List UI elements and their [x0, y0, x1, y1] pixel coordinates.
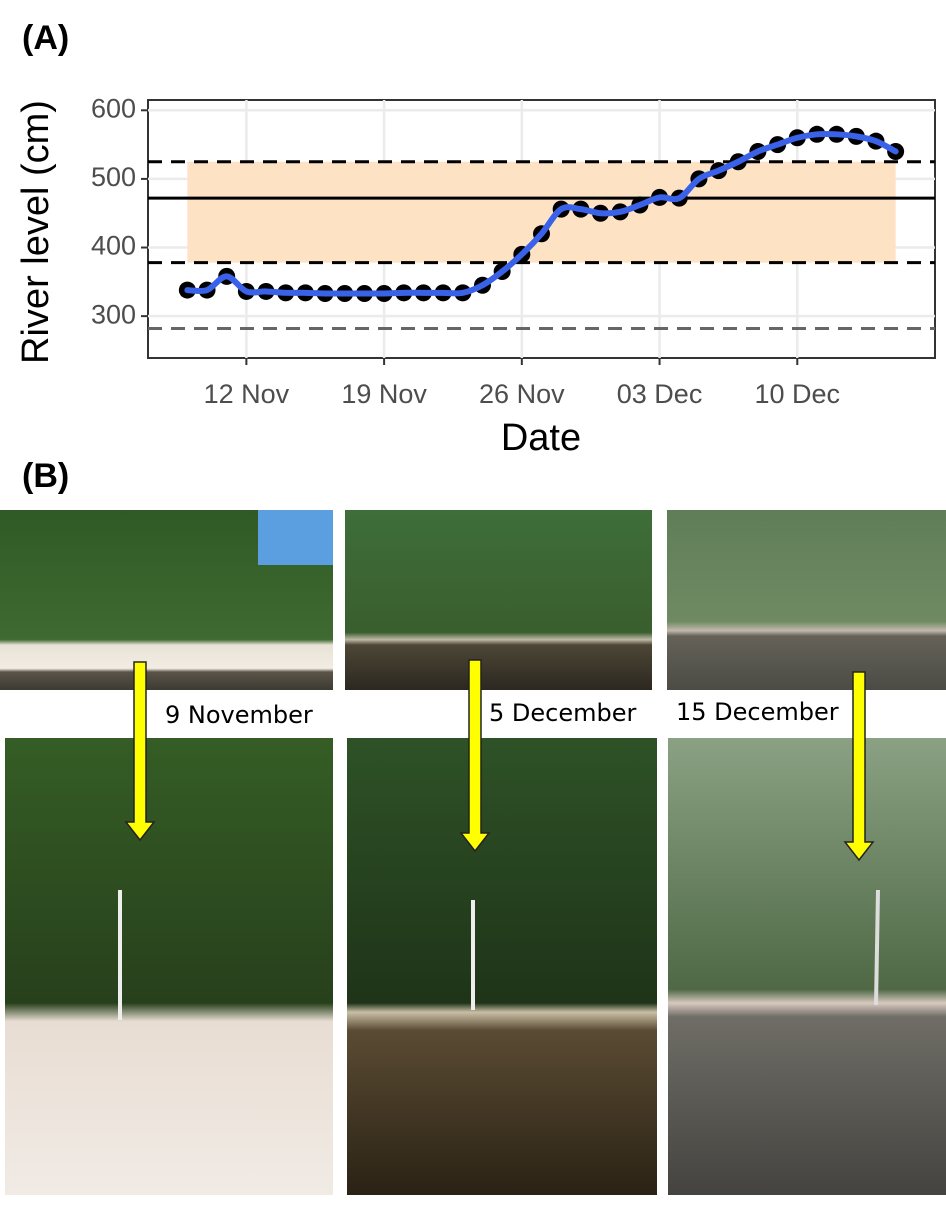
gauge-pole — [876, 890, 878, 1005]
sky — [258, 510, 333, 565]
photo-label: 15 December — [676, 698, 839, 726]
figure: (A) (B) River level (cm) Date 9 November… — [0, 0, 946, 1201]
photo — [347, 738, 657, 1195]
x-tick-label: 19 Nov — [341, 379, 427, 409]
photo — [345, 510, 652, 690]
y-tick-label: 300 — [91, 299, 136, 329]
range-band — [187, 162, 895, 263]
x-tick-label: 10 Dec — [754, 379, 840, 409]
photo-label: 5 December — [489, 699, 636, 727]
y-tick-label: 500 — [91, 162, 136, 192]
photo — [668, 738, 946, 1195]
x-axis-title: Date — [501, 417, 581, 459]
photo — [5, 738, 333, 1195]
y-tick-label: 600 — [91, 93, 136, 123]
y-axis-title: River level (cm) — [15, 100, 57, 364]
panel-label: (A) — [22, 19, 69, 57]
x-tick-label: 03 Dec — [617, 379, 703, 409]
page: (A) (B) River level (cm) Date 9 November… — [0, 0, 946, 1201]
photo-label: 9 November — [165, 701, 313, 729]
photo — [667, 510, 946, 690]
y-tick-label: 400 — [91, 231, 136, 261]
panel-label: (B) — [22, 457, 69, 495]
x-tick-label: 12 Nov — [204, 379, 290, 409]
x-tick-label: 26 Nov — [479, 379, 565, 409]
